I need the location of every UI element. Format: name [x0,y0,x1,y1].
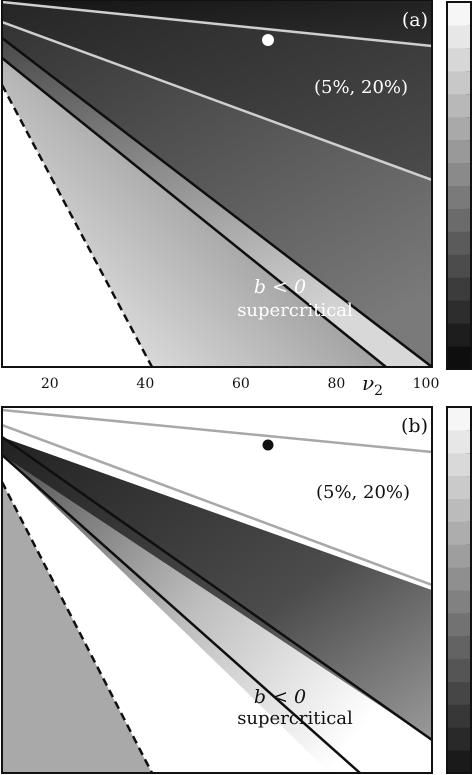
colorbar-step [447,635,471,660]
colorbar-step [447,323,471,347]
panel-a-dashed-line [2,84,154,367]
panel-b-annotation-region: b < 0 [254,686,306,708]
panel-a-label: (a) [402,9,428,31]
colorbar-step [447,47,471,72]
colorbar-step [447,612,471,637]
panel-b-colorbar-frame [446,406,472,774]
panel-b-marker [262,439,274,451]
panel-a-heatmap [2,0,432,367]
colorbar-step [447,521,471,545]
colorbar-step [447,2,471,26]
x-tick-label: 20 [41,376,59,392]
colorbar-step [447,658,471,682]
colorbar-step [447,254,471,278]
colorbar-step [447,681,471,705]
colorbar-step [447,429,471,454]
panel-a: (a) (5%, 20%) b < 0 supercritical 20 40 … [1,0,472,399]
panel-b-annotation-region-sub: supercritical [237,708,353,729]
colorbar-step [447,24,471,49]
colorbar-step [447,70,471,95]
panel-b: (b) (5%, 20%) b < 0 supercritical [1,406,472,774]
panel-b-black-line-2 [2,454,361,773]
panel-b-dashed-line [2,481,154,773]
panel-b-label: (b) [401,415,428,437]
panel-a-region-2 [2,2,432,180]
panel-a-black-line-1 [2,37,432,367]
x-axis-label: ν2 [362,371,383,399]
panel-b-annotation-percent: (5%, 20%) [316,482,410,503]
panel-a-colorbar [447,1,471,370]
panel-b-colorbar [447,406,471,774]
colorbar-step [447,185,471,209]
colorbar-step [447,231,471,255]
x-tick-label: 100 [413,376,440,392]
colorbar-step [447,590,471,614]
colorbar-step [447,750,471,774]
colorbar-step [447,208,471,232]
colorbar-step [447,300,471,324]
colorbar-step [447,704,471,728]
colorbar-step [447,93,471,118]
panel-b-frame [1,406,433,774]
colorbar-step [447,139,471,164]
panel-b-gray-line-1 [2,408,432,454]
colorbar-step [447,498,471,522]
panel-a-annotation-percent: (5%, 20%) [314,77,408,98]
panel-a-colorbar-frame [446,1,472,370]
colorbar-step [447,116,471,141]
panel-a-annotation-region-sub: supercritical [237,300,353,321]
colorbar-step [447,162,471,186]
colorbar-step [447,727,471,751]
panel-a-gray-line-1 [2,0,432,48]
colorbar-step [447,407,471,431]
colorbar-step [447,277,471,301]
panel-a-gray-line-2 [2,20,432,182]
colorbar-step [447,452,471,477]
x-tick-label: 40 [136,376,154,392]
x-tick-label: 60 [232,376,250,392]
x-axis-label-main: ν [362,371,374,395]
panel-a-x-ticks: 20 40 60 80 100 [41,376,440,392]
colorbar-step [447,544,471,568]
panel-b-heatmap [2,407,432,773]
panel-a-black-line-2 [2,57,387,367]
panel-b-gray-line-2 [2,423,432,587]
panel-a-annotation-region: b < 0 [254,276,306,298]
x-tick-label: 80 [328,376,346,392]
panel-a-frame [1,0,433,368]
colorbar-step [447,346,471,370]
colorbar-step [447,475,471,499]
panel-b-black-line-1 [2,435,432,742]
panel-a-region-3 [2,22,432,367]
panel-a-marker [262,34,274,46]
colorbar-step [447,567,471,591]
panel-b-region-white-mid [2,455,330,773]
x-axis-label-sub: 2 [374,383,383,399]
